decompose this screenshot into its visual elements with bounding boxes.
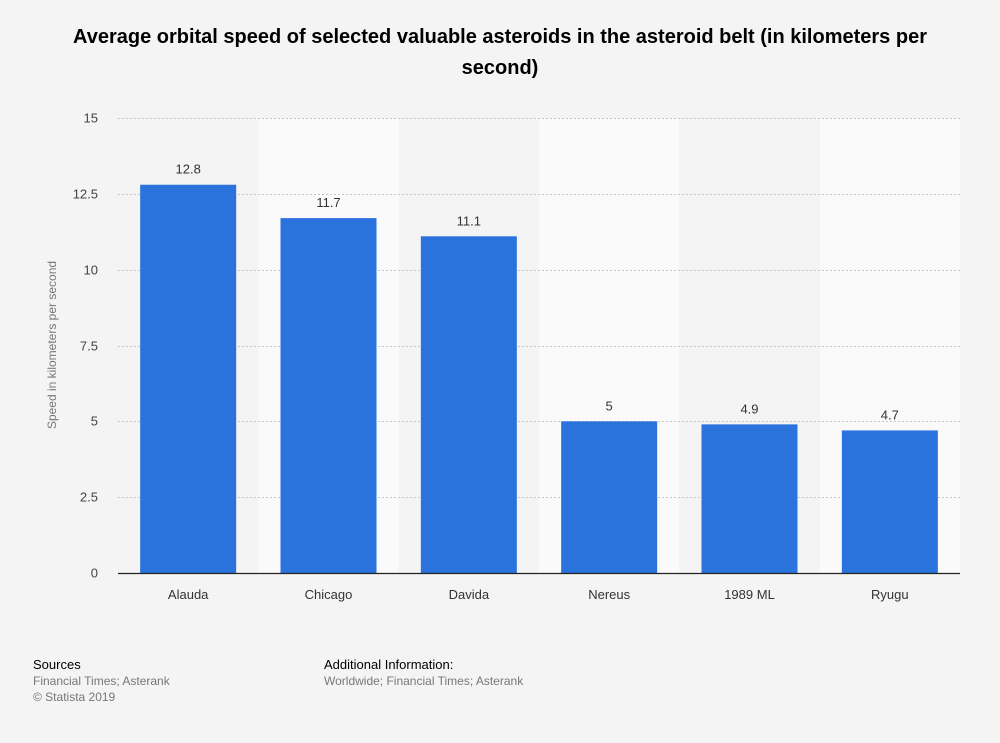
bar: [841, 430, 938, 573]
y-tick-label: 7.5: [80, 339, 98, 354]
sources-text: Financial Times; Asterank: [33, 674, 170, 688]
sources-heading: Sources: [33, 657, 81, 672]
bar-value-label: 12.8: [176, 162, 201, 177]
y-tick-label: 2.5: [80, 490, 98, 505]
x-tick-label: 1989 ML: [724, 587, 775, 602]
y-tick-label: 15: [84, 111, 98, 126]
x-tick-label: Alauda: [168, 587, 209, 602]
value-labels: 12.8 11.7 11.1 5 4.9 4.7: [176, 162, 899, 423]
copyright-text: © Statista 2019: [33, 690, 116, 704]
bar-value-label: 5: [606, 398, 613, 413]
column-bands: [118, 118, 960, 573]
x-tick-label: Ryugu: [871, 587, 909, 602]
gridlines: [118, 118, 960, 498]
additional-info-block: Additional Information: Worldwide; Finan…: [324, 657, 523, 689]
y-axis-label: Speed in kilometers per second: [45, 261, 59, 429]
y-tick-label: 0: [91, 566, 98, 581]
x-axis-ticks: Alauda Chicago Davida Nereus 1989 ML Ryugu: [168, 587, 909, 602]
bar: [280, 218, 377, 573]
bar: [561, 421, 658, 573]
bar: [140, 184, 237, 573]
bar: [701, 424, 798, 573]
y-tick-label: 5: [91, 414, 98, 429]
x-tick-label: Nereus: [588, 587, 630, 602]
bar-value-label: 4.9: [740, 401, 758, 416]
sources-block: Sources Financial Times; Asterank © Stat…: [33, 657, 170, 705]
y-axis-ticks: 0 2.5 5 7.5 10 12.5 15: [73, 111, 98, 581]
bar-value-label: 11.1: [457, 213, 481, 228]
bar-chart: 12.8 11.7 11.1 5 4.9 4.7 0 2.5 5 7.5 10 12.5 15 Ala…: [45, 111, 960, 602]
x-tick-label: Davida: [449, 587, 490, 602]
bar-value-label: 4.7: [881, 407, 899, 422]
bar-value-label: 11.7: [316, 195, 340, 210]
x-tick-label: Chicago: [305, 587, 353, 602]
additional-info-heading: Additional Information:: [324, 657, 454, 672]
bars: [140, 184, 938, 574]
additional-info-text: Worldwide; Financial Times; Asterank: [324, 674, 524, 688]
y-tick-label: 12.5: [73, 187, 98, 202]
chart-title: Average orbital speed of selected valuab…: [73, 26, 927, 79]
bar: [420, 236, 517, 574]
y-tick-label: 10: [84, 263, 98, 278]
